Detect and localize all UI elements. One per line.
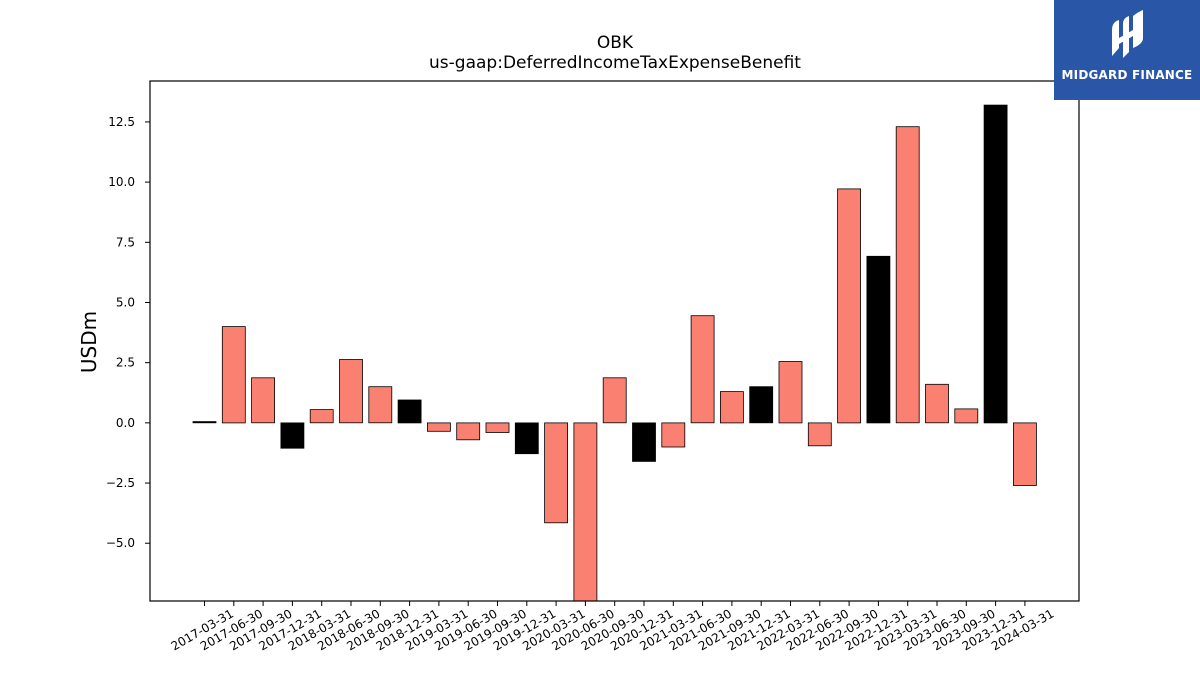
bar-2017-12-31 [280,422,305,449]
bar-2022-06-30 [807,422,832,447]
y-tick-label: 2.5 [116,356,135,370]
bar-2019-09-30 [485,422,510,433]
bar-2018-09-30 [368,386,393,424]
y-tick-label: 7.5 [116,235,135,249]
bar-2023-12-31 [983,104,1008,424]
bar-2017-09-30 [251,377,276,424]
bar-2019-03-31 [426,422,451,432]
bar-2020-06-30 [573,422,598,602]
chart-title: OBK [597,33,634,53]
bar-2023-09-30 [954,408,979,424]
y-tick-label: 0.0 [116,416,135,430]
logo-mark-icon [1112,10,1143,58]
y-tick-label: −5.0 [106,536,135,550]
bar-2022-09-30 [837,188,861,424]
bar-2021-03-31 [661,422,686,448]
y-tick-label: 10.0 [108,175,135,189]
bar-2018-06-30 [339,359,363,424]
bar-2019-12-31 [514,422,539,455]
bar-2019-06-30 [456,422,481,441]
bar-2021-06-30 [690,315,715,424]
bar-2023-06-30 [925,383,949,424]
chart-subtitle: us-gaap:DeferredIncomeTaxExpenseBenefit [429,53,801,73]
bar-2017-03-31 [192,421,217,424]
y-tick-label: 5.0 [116,295,135,309]
bar-2018-03-31 [309,409,334,424]
bar-2022-03-31 [778,361,803,424]
x-ticks-group: 2017-03-312017-06-302017-09-302017-12-31… [169,601,1056,653]
bar-2024-03-31 [1013,422,1037,486]
y-tick-label: 12.5 [108,115,135,129]
logo-text: MIDGARD FINANCE [1061,68,1193,82]
bar-2021-12-31 [749,386,774,424]
plot-frame [149,80,1080,602]
bars-group [192,104,1037,602]
bar-2023-03-31 [895,126,920,424]
y-axis-label: USDm [77,311,101,373]
bar-2021-09-30 [720,391,744,424]
bar-2018-12-31 [397,399,422,424]
y-tick-label: −2.5 [106,476,135,490]
bar-2020-03-31 [544,422,568,524]
bar-2022-12-31 [866,255,891,424]
bar-2020-12-31 [632,422,656,462]
bar-2017-06-30 [221,326,246,424]
midgard-finance-logo: MIDGARD FINANCE [1054,0,1200,100]
y-ticks-group: 12.5 10.0 7.5 5.0 2.5 0.0 −2.5 −5.0 [106,115,150,550]
bar-2020-09-30 [602,377,627,424]
